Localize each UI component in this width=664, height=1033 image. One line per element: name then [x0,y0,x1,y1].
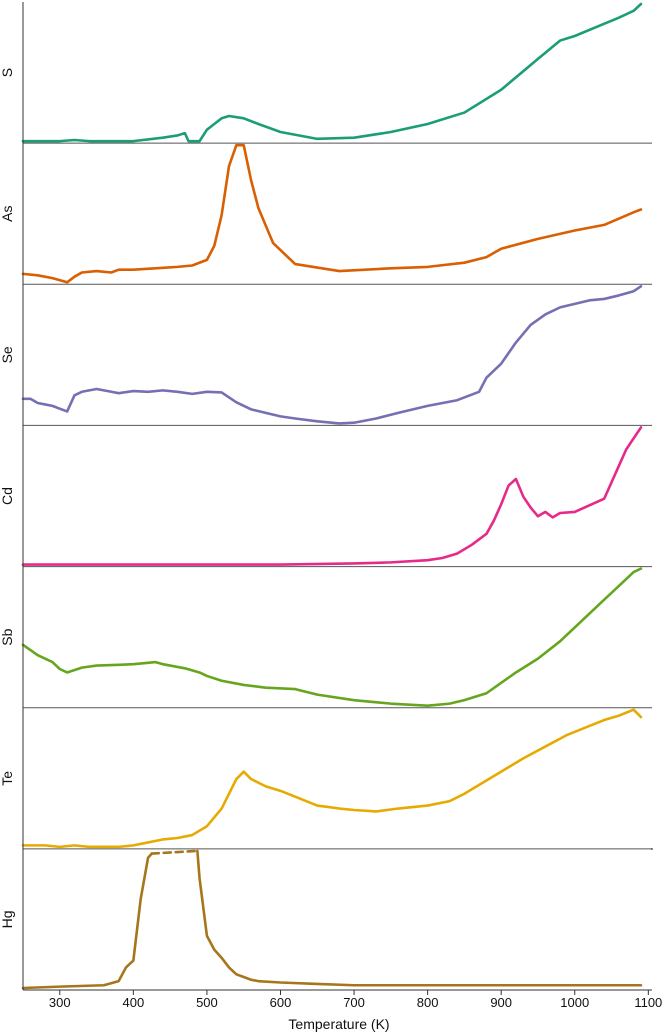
panel-label-s: S [0,68,15,77]
x-tick-label-700: 700 [343,995,365,1010]
series-line-te [21,708,643,849]
panel-label-se: Se [0,346,15,363]
x-tick-label-400: 400 [122,995,144,1010]
panel-label-cd: Cd [0,487,15,505]
panel-label-te: Te [0,771,15,786]
x-tick-label-300: 300 [49,995,71,1010]
panel-s: S [0,2,652,144]
panel-label-as: As [0,206,15,222]
panel-se: Se [0,284,652,426]
x-tick-label-1100: 1100 [634,995,662,1010]
panel-te: Te [0,708,652,850]
series-line-se [21,284,643,425]
panel-hg: Hg [0,849,643,990]
panel-as: As [0,143,652,285]
series-line-hg-segment-2 [196,849,643,987]
panels-layer: S As Se Cd Sb Te Hg [0,2,652,990]
panel-cd: Cd [0,426,652,568]
series-line-as [21,143,643,284]
x-tick-label-600: 600 [270,995,292,1010]
x-axis-label: Temperature (K) [288,1016,389,1032]
x-tick-label-1000: 1000 [560,995,589,1010]
series-line-s [21,2,643,143]
panel-label-hg: Hg [0,910,15,928]
x-tick-label-800: 800 [417,995,439,1010]
panel-label-sb: Sb [0,628,15,645]
x-tick-label-900: 900 [490,995,512,1010]
series-line-sb [21,567,643,708]
series-line-hg-segment-1 [21,852,154,990]
x-tick-label-500: 500 [196,995,218,1010]
axis-layer: 300 400 500 600 700 800 900 1000 1100 [22,2,662,1010]
panel-sb: Sb [0,567,652,709]
series-line-cd [21,426,643,566]
series-gap-hg-1 [150,849,199,855]
